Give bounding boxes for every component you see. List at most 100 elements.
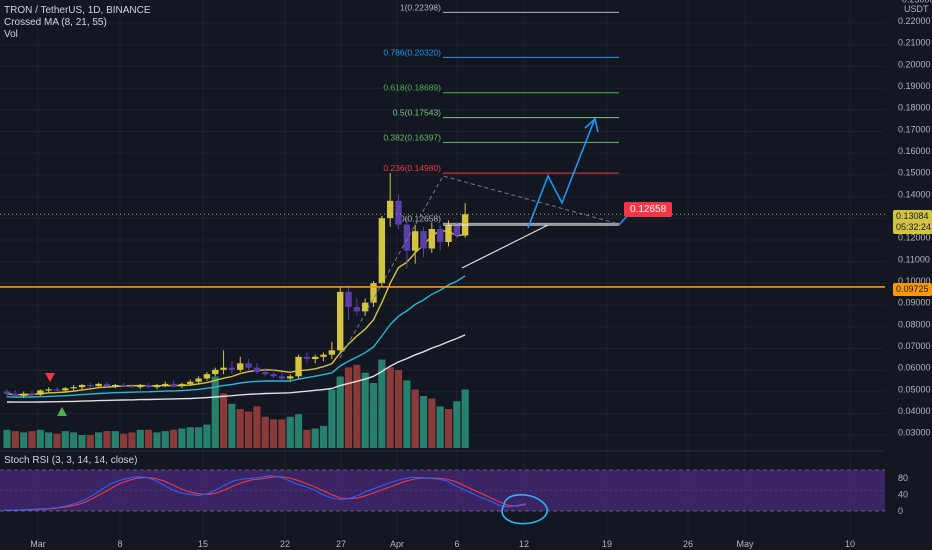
volume-bar	[145, 429, 153, 448]
candle-body	[170, 383, 177, 387]
volume-bar	[236, 409, 244, 448]
candle-body	[78, 385, 86, 388]
ma-mid-line	[6, 275, 466, 398]
price-axis-top-tick: 0.23000	[902, 0, 932, 5]
price-callout-badge: 0.12658	[624, 202, 673, 217]
candle-body	[361, 302, 369, 312]
volume-bar	[45, 432, 53, 448]
volume-bar	[436, 406, 444, 448]
candle-body	[128, 386, 136, 388]
price-axis-tick: 0.10000	[898, 276, 931, 286]
volume-bar	[403, 380, 411, 448]
time-axis-tick: 8	[117, 539, 122, 549]
time-axis-bg	[0, 538, 932, 550]
volume-bar	[36, 429, 44, 448]
fib-trend-dashed-line	[339, 175, 620, 359]
candle-body	[112, 385, 119, 387]
time-axis-tick: 6	[454, 539, 459, 549]
volume-bar	[153, 432, 161, 448]
fib-level-label: 0.5(0.17543)	[393, 108, 441, 118]
volume-bar	[136, 429, 144, 448]
candle-body	[328, 350, 336, 355]
candle-body	[195, 378, 202, 382]
candle-body	[270, 374, 277, 377]
candle-body	[137, 385, 144, 388]
horizontal-line-price-tag: 0.09725	[893, 283, 932, 296]
fib-level-label: 1(0.22398)	[400, 2, 441, 12]
volume-bar	[294, 414, 303, 448]
fibonacci-retracement[interactable]: 1(0.22398) 0.786(0.20320) 0.618(0.18689) 0.…	[383, 2, 619, 224]
time-axis-tick: Apr	[390, 539, 404, 549]
rising-trendline	[461, 224, 549, 269]
stoch-axis-tick: 80	[898, 473, 908, 483]
hand-drawn-circle	[501, 494, 548, 525]
candle-body	[245, 363, 252, 368]
price-axis-tick: 0.08000	[898, 319, 931, 329]
time-axis-tick: Mar	[30, 539, 46, 549]
candle-body	[187, 381, 194, 384]
volume-bar	[86, 435, 94, 448]
candle-body	[220, 367, 227, 370]
time-axis-tick: 10	[845, 539, 855, 549]
stoch-axis-tick: 0	[898, 506, 903, 516]
volume-bar	[344, 367, 353, 448]
symbol-title[interactable]: TRON / TetherUS, 1D, BINANCE	[4, 5, 151, 16]
time-axis-tick: 22	[280, 539, 290, 549]
candle-body	[3, 391, 11, 394]
candle-body	[395, 200, 402, 225]
volume-bar	[419, 396, 428, 448]
last-price-tag: 0.13084	[893, 210, 932, 223]
indicator-volume-label[interactable]: Vol	[4, 29, 18, 40]
volume-bar	[70, 432, 78, 448]
candle-body	[212, 369, 219, 375]
candle-body	[428, 229, 436, 249]
candle-body	[145, 385, 152, 388]
volume-bar	[203, 424, 211, 448]
buy-signal-icon	[57, 407, 67, 416]
fib-level-label: 0.786(0.20320)	[383, 47, 441, 57]
price-axis-tick: 0.17000	[898, 124, 931, 134]
price-axis-tick: 0.19000	[898, 81, 931, 91]
volume-bar	[194, 427, 203, 448]
indicator-crossed-ma-label[interactable]: Crossed MA (8, 21, 55)	[4, 17, 107, 28]
indicator-stoch-rsi-label[interactable]: Stoch RSI (3, 3, 14, 14, close)	[4, 455, 138, 466]
drawings[interactable]	[0, 117, 885, 416]
stoch-axis-tick: 40	[898, 490, 908, 500]
fib-level-label: 0.236(0.14980)	[383, 163, 441, 173]
volume-bar	[461, 389, 469, 448]
candle-body	[28, 393, 36, 395]
candle-body	[62, 388, 69, 391]
candle-body	[287, 376, 294, 379]
candle-body	[386, 200, 394, 219]
candle-body	[228, 367, 236, 370]
candle-body	[411, 231, 419, 251]
price-axis-tick: 0.16000	[898, 146, 931, 156]
volume-bar	[394, 370, 403, 448]
candle-body	[178, 383, 186, 387]
volume-bar	[161, 431, 169, 448]
price-axis-tick: 0.14000	[898, 189, 931, 199]
volume-bar	[378, 359, 386, 448]
candle-body	[53, 389, 61, 391]
volume-bar	[28, 431, 36, 448]
volume-bar	[269, 419, 278, 448]
price-axis-tick: 0.04000	[898, 406, 931, 416]
volume-bar	[61, 431, 69, 448]
price-axis-tick: 0.18000	[898, 103, 931, 113]
ma-slow-line	[6, 334, 466, 403]
stoch-rsi-pane	[0, 450, 885, 525]
candle-body	[45, 389, 52, 391]
volume-bars	[3, 359, 469, 448]
price-axis-tick: 0.21000	[898, 38, 931, 48]
candle-body	[262, 372, 269, 375]
volume-bar	[319, 425, 328, 448]
price-axis-currency: USDT	[904, 4, 929, 14]
candle-body	[453, 224, 461, 236]
volume-bar	[111, 431, 119, 448]
volume-bar	[253, 406, 261, 448]
price-axis-tick: 0.11000	[898, 254, 930, 264]
volume-bar	[244, 411, 253, 448]
candle-body	[403, 224, 411, 251]
volume-bar	[428, 398, 436, 448]
